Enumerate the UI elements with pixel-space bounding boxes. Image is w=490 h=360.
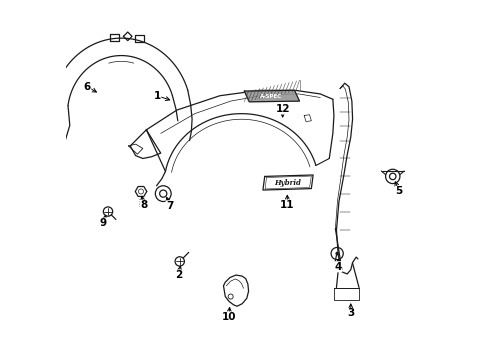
Text: A-SPEC: A-SPEC xyxy=(260,94,283,99)
Polygon shape xyxy=(245,90,299,102)
Text: 10: 10 xyxy=(221,312,236,322)
Text: Hybrid: Hybrid xyxy=(274,179,301,186)
Text: 11: 11 xyxy=(280,200,294,210)
Text: 4: 4 xyxy=(335,262,342,272)
Circle shape xyxy=(335,251,340,256)
Text: 12: 12 xyxy=(275,104,290,114)
Circle shape xyxy=(336,252,338,255)
Text: 3: 3 xyxy=(347,309,354,318)
Text: 1: 1 xyxy=(153,91,161,101)
Text: 2: 2 xyxy=(175,270,182,280)
Text: 5: 5 xyxy=(395,186,403,197)
Text: 7: 7 xyxy=(166,201,173,211)
Text: 8: 8 xyxy=(140,200,147,210)
Text: 6: 6 xyxy=(84,82,91,92)
Text: 9: 9 xyxy=(100,218,107,228)
